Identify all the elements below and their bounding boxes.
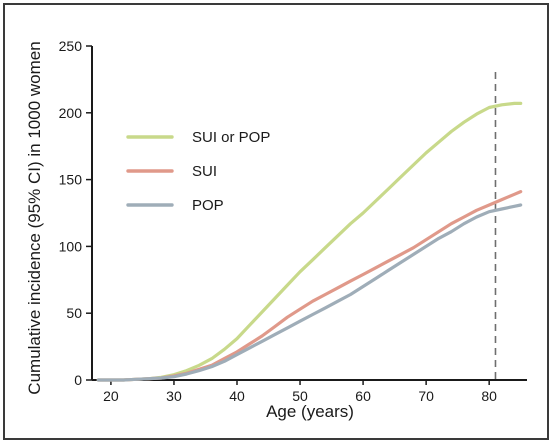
x-tick-label: 60	[355, 388, 371, 404]
series-line-sui	[96, 190, 523, 382]
series-line-pop	[96, 203, 523, 382]
y-tick-label: 250	[59, 38, 83, 54]
legend-label: SUI	[192, 163, 217, 180]
y-tick-label: 150	[59, 172, 83, 188]
legend: SUI or POP SUI POP	[126, 129, 270, 214]
legend-label: POP	[192, 197, 224, 214]
x-tick-label: 80	[481, 388, 497, 404]
y-ticks: 0 50 100 150 200 250	[59, 38, 92, 388]
series-line-sui-or-pop	[96, 101, 523, 382]
x-ticks: 20 30 40 50 60 70 80	[103, 380, 497, 404]
y-tick-label: 0	[74, 372, 82, 388]
x-axis-title: Age (years)	[266, 402, 354, 421]
x-tick-label: 40	[229, 388, 245, 404]
series-lines	[96, 101, 523, 382]
y-axis-title: Cumulative incidence (95% CI) in 1000 wo…	[25, 41, 44, 394]
x-tick-label: 20	[103, 388, 119, 404]
y-tick-label: 50	[66, 305, 82, 321]
axes	[91, 46, 527, 381]
x-tick-label: 30	[166, 388, 182, 404]
y-tick-label: 100	[59, 238, 83, 254]
x-tick-label: 70	[418, 388, 434, 404]
legend-label: SUI or POP	[192, 129, 270, 146]
x-tick-label: 50	[292, 388, 308, 404]
y-tick-label: 200	[59, 105, 83, 121]
